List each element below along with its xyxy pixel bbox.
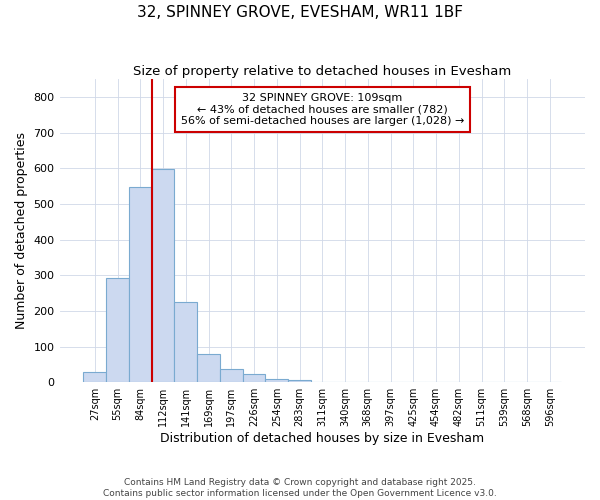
Bar xyxy=(197,354,220,382)
Text: Contains HM Land Registry data © Crown copyright and database right 2025.
Contai: Contains HM Land Registry data © Crown c… xyxy=(103,478,497,498)
Bar xyxy=(129,187,152,382)
Bar xyxy=(152,169,175,382)
Text: 32, SPINNEY GROVE, EVESHAM, WR11 1BF: 32, SPINNEY GROVE, EVESHAM, WR11 1BF xyxy=(137,5,463,20)
Bar xyxy=(106,278,129,382)
Bar xyxy=(265,378,288,382)
Title: Size of property relative to detached houses in Evesham: Size of property relative to detached ho… xyxy=(133,65,511,78)
X-axis label: Distribution of detached houses by size in Evesham: Distribution of detached houses by size … xyxy=(160,432,484,445)
Bar xyxy=(242,374,265,382)
Y-axis label: Number of detached properties: Number of detached properties xyxy=(15,132,28,329)
Text: 32 SPINNEY GROVE: 109sqm
← 43% of detached houses are smaller (782)
56% of semi-: 32 SPINNEY GROVE: 109sqm ← 43% of detach… xyxy=(181,93,464,126)
Bar xyxy=(175,302,197,382)
Bar xyxy=(220,369,242,382)
Bar xyxy=(83,372,106,382)
Bar xyxy=(288,380,311,382)
